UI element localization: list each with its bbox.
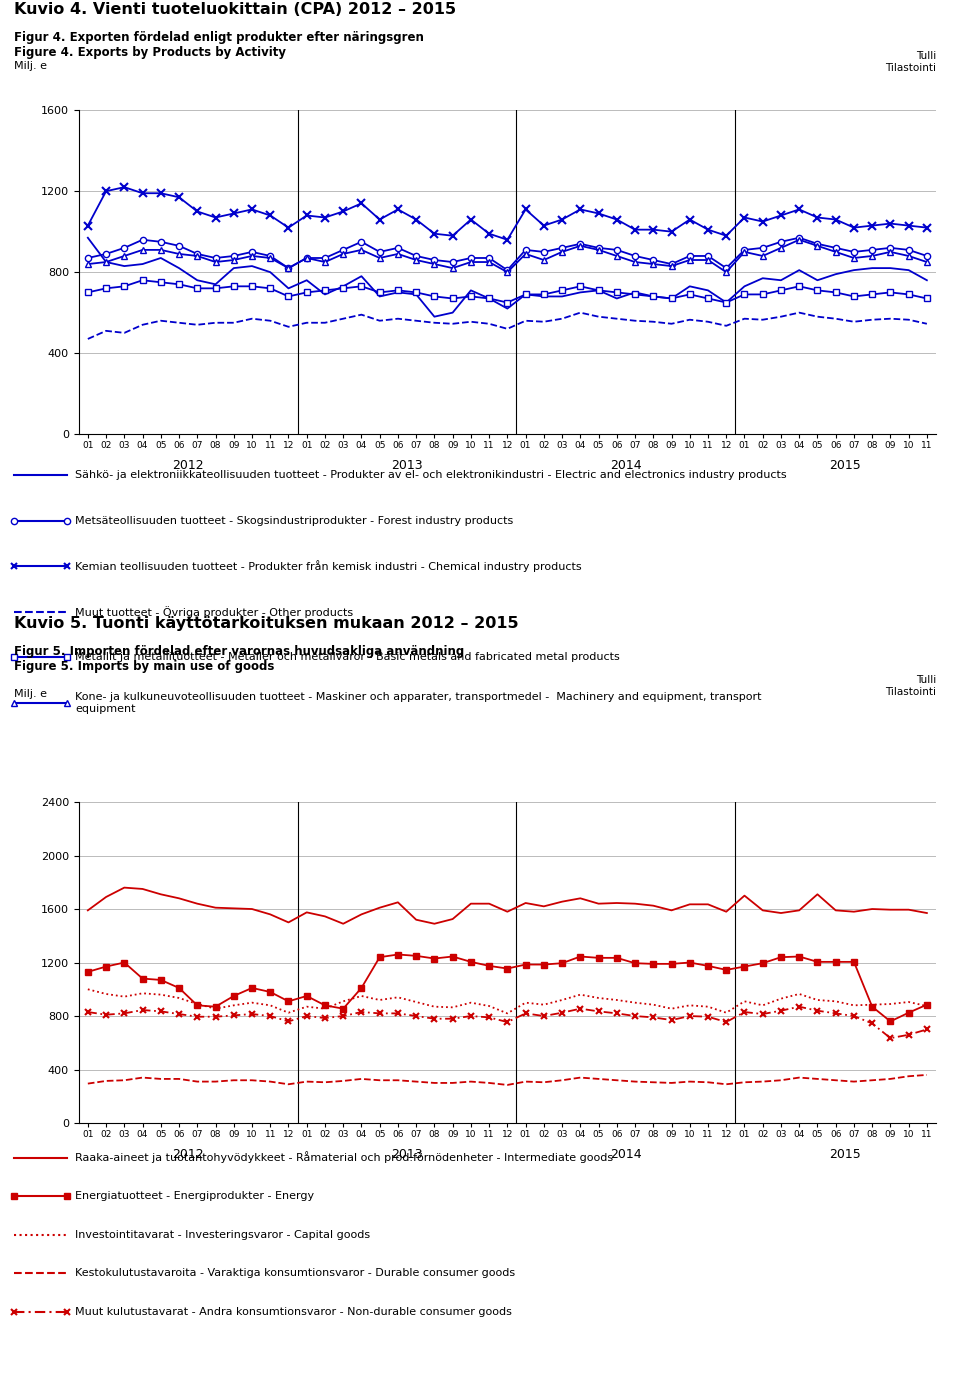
Text: 2015: 2015: [828, 459, 861, 471]
Text: Kemian teollisuuden tuotteet - Produkter från kemisk industri - Chemical industr: Kemian teollisuuden tuotteet - Produkter…: [75, 561, 582, 572]
Text: Figur 5. Importen fördelad efter varornas huvudsakliga användning: Figur 5. Importen fördelad efter varorna…: [14, 645, 465, 657]
Text: 2012: 2012: [173, 1148, 204, 1160]
Text: Muut kulutustavarat - Andra konsumtionsvaror - Non-durable consumer goods: Muut kulutustavarat - Andra konsumtionsv…: [75, 1306, 512, 1317]
Text: Investointitavarat - Investeringsvaror - Capital goods: Investointitavarat - Investeringsvaror -…: [75, 1229, 370, 1240]
Text: 2013: 2013: [392, 459, 422, 471]
Text: Tulli
Tilastointi: Tulli Tilastointi: [885, 675, 936, 697]
Text: Sähkö- ja elektroniikkateollisuuden tuotteet - Produkter av el- och elektronikin: Sähkö- ja elektroniikkateollisuuden tuot…: [75, 470, 786, 481]
Text: Tulli
Tilastointi: Tulli Tilastointi: [885, 51, 936, 73]
Text: 2015: 2015: [828, 1148, 861, 1160]
Text: 2012: 2012: [173, 459, 204, 471]
Text: Metallit ja metallituotteet - Metaller och metallvaror - Basic metals and fabric: Metallit ja metallituotteet - Metaller o…: [75, 652, 619, 663]
Text: 2014: 2014: [611, 459, 641, 471]
Text: Kestokulutustavaroita - Varaktiga konsumtionsvaror - Durable consumer goods: Kestokulutustavaroita - Varaktiga konsum…: [75, 1268, 515, 1279]
Text: 2014: 2014: [611, 1148, 641, 1160]
Text: Figure 4. Exports by Products by Activity: Figure 4. Exports by Products by Activit…: [14, 45, 286, 59]
Text: Milj. e: Milj. e: [14, 689, 47, 699]
Text: 2013: 2013: [392, 1148, 422, 1160]
Text: Raaka-aineet ja tuotantohyvödykkeet - Råmaterial och prod.förnödenheter - Interm: Raaka-aineet ja tuotantohyvödykkeet - Rå…: [75, 1152, 613, 1163]
Text: Kuvio 5. Tuonti käyttötarkoituksen mukaan 2012 – 2015: Kuvio 5. Tuonti käyttötarkoituksen mukaa…: [14, 616, 519, 631]
Text: Energiatuotteet - Energiprodukter - Energy: Energiatuotteet - Energiprodukter - Ener…: [75, 1191, 314, 1202]
Text: Metsäteollisuuden tuotteet - Skogsindustriprodukter - Forest industry products: Metsäteollisuuden tuotteet - Skogsindust…: [75, 515, 514, 526]
Text: Kuvio 4. Vienti tuoteluokittain (CPA) 2012 – 2015: Kuvio 4. Vienti tuoteluokittain (CPA) 20…: [14, 3, 457, 17]
Text: Figur 4. Exporten fördelad enligt produkter efter näringsgren: Figur 4. Exporten fördelad enligt produk…: [14, 30, 424, 44]
Text: Kone- ja kulkuneuvoteollisuuden tuotteet - Maskiner och apparater, transportmede: Kone- ja kulkuneuvoteollisuuden tuotteet…: [75, 692, 761, 714]
Text: Muut tuotteet - Övriga produkter - Other products: Muut tuotteet - Övriga produkter - Other…: [75, 606, 353, 617]
Text: Figure 5. Imports by main use of goods: Figure 5. Imports by main use of goods: [14, 660, 275, 672]
Text: Milj. e: Milj. e: [14, 61, 47, 72]
